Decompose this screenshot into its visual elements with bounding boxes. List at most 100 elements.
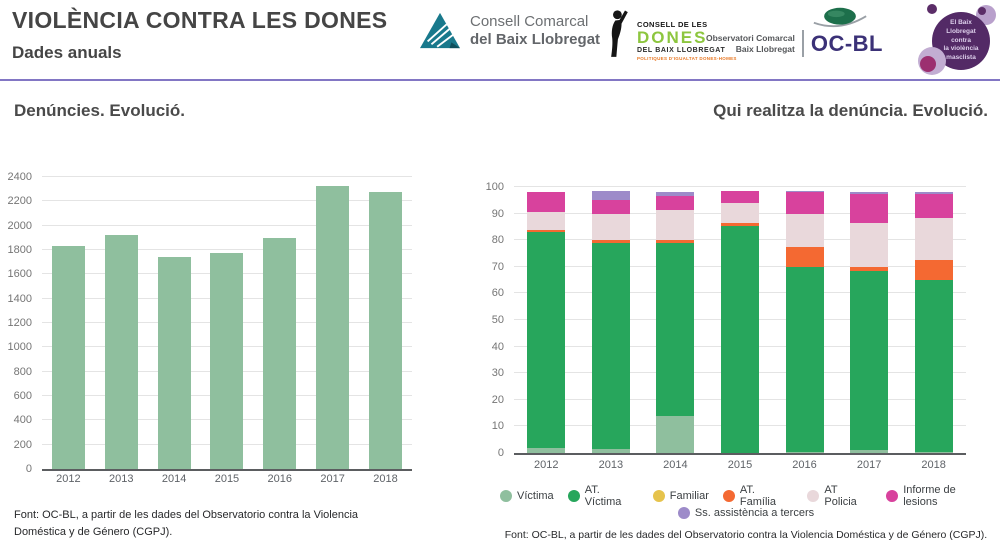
segment-at-policia[interactable] — [527, 212, 566, 230]
x-tick-label: 2018 — [373, 473, 398, 485]
legend-item-informe-de-lesions[interactable]: Informe de lesions — [886, 484, 992, 508]
segment-at-policia[interactable] — [656, 209, 695, 241]
legend-swatch — [807, 490, 820, 502]
campaign-line3: contra — [951, 36, 971, 44]
y-tick-label: 2000 — [7, 219, 32, 232]
bar-2014[interactable] — [157, 256, 191, 469]
x-tick-label: 2017 — [320, 473, 345, 485]
segment-at-fam-lia[interactable] — [656, 240, 695, 243]
y-tick-label: 90 — [491, 207, 504, 220]
stacked-bar-2013[interactable] — [591, 187, 630, 453]
segment-at-v-ctima[interactable] — [785, 266, 824, 452]
legend-label: AT Policia — [824, 484, 857, 508]
logo-cc-text: Consell Comarcal del Baix Llobregat — [470, 13, 600, 49]
campaign-line1: El Baix — [950, 19, 972, 27]
gridline — [514, 186, 966, 187]
segment-ss-assist-ncia-a-tercers[interactable] — [785, 191, 824, 193]
segment-informe-de-lesions[interactable] — [591, 200, 630, 214]
legend-item-at-policia[interactable]: AT Policia — [807, 484, 872, 508]
y-tick-label: 0 — [497, 447, 504, 459]
stacked-bar-2014[interactable] — [656, 187, 695, 453]
gridline — [42, 224, 412, 226]
segment-informe-de-lesions[interactable] — [656, 196, 695, 210]
segment-v-ctima[interactable] — [591, 449, 630, 453]
x-tick-label: 2013 — [109, 473, 134, 485]
ocbl-ellipse-icon — [813, 7, 867, 28]
segment-at-fam-lia[interactable] — [527, 229, 566, 233]
legend-item-familiar[interactable]: Familiar — [652, 490, 709, 502]
segment-informe-de-lesions[interactable] — [720, 191, 759, 203]
segment-informe-de-lesions[interactable] — [527, 192, 566, 213]
y-tick-label: 2200 — [7, 195, 32, 208]
segment-at-fam-lia[interactable] — [591, 240, 630, 243]
right-chart-y-axis: 0 10 20 30 40 50 60 70 80 90 100 — [480, 181, 508, 459]
segment-v-ctima[interactable] — [527, 447, 566, 453]
bar-2013[interactable] — [104, 235, 138, 469]
stacked-bar-2017[interactable] — [850, 187, 889, 453]
segment-at-v-ctima[interactable] — [720, 225, 759, 453]
bar-2015[interactable] — [210, 253, 244, 469]
legend-label: Informe de lesions — [903, 484, 956, 508]
segment-v-ctima[interactable] — [656, 415, 695, 453]
stacked-bar-2018[interactable] — [914, 187, 953, 453]
gridline — [42, 176, 412, 177]
legend-swatch — [677, 507, 690, 519]
bar-2012[interactable] — [51, 246, 85, 469]
legend-item-ss-assist-ncia-a-tercers[interactable]: Ss. assistència a tercers — [677, 507, 814, 519]
segment-ss-assist-ncia-a-tercers[interactable] — [914, 192, 953, 194]
legend-item-at-fam-lia[interactable]: AT. Família — [722, 484, 793, 508]
segment-at-policia[interactable] — [914, 217, 953, 261]
stacked-bar-2012[interactable] — [527, 187, 566, 453]
legend-item-v-ctima[interactable]: Víctima — [500, 490, 554, 502]
y-tick-label: 400 — [13, 414, 32, 427]
segment-at-policia[interactable] — [785, 213, 824, 247]
segment-at-fam-lia[interactable] — [914, 260, 953, 281]
segment-ss-assist-ncia-a-tercers[interactable] — [850, 192, 889, 194]
legend-swatch — [886, 490, 899, 502]
segment-informe-de-lesions[interactable] — [914, 193, 953, 218]
legend-swatch — [652, 490, 665, 502]
legend-item-at-v-ctima[interactable]: AT. Víctima — [567, 484, 639, 508]
segment-at-policia[interactable] — [591, 213, 630, 241]
segment-at-v-ctima[interactable] — [656, 242, 695, 416]
segment-at-v-ctima[interactable] — [527, 232, 566, 448]
stacked-bar-2015[interactable] — [720, 187, 759, 453]
segment-at-fam-lia[interactable] — [785, 246, 824, 267]
segment-at-v-ctima[interactable] — [591, 242, 630, 450]
segment-v-ctima[interactable] — [850, 450, 889, 453]
segment-at-v-ctima[interactable] — [914, 280, 953, 452]
segment-v-ctima[interactable] — [785, 451, 824, 453]
segment-informe-de-lesions[interactable] — [785, 192, 824, 214]
segment-informe-de-lesions[interactable] — [850, 193, 889, 223]
x-tick-label: 2016 — [267, 473, 293, 485]
logo-dones-text: CONSELL DE LES DONES DEL BAIX LLOBREGAT … — [637, 8, 737, 61]
segment-at-fam-lia[interactable] — [850, 266, 889, 271]
right-chart-title: Qui realitza la denúncia. Evolució. — [713, 101, 988, 120]
gridline — [42, 200, 412, 202]
bar-2016[interactable] — [263, 237, 297, 469]
segment-ss-assist-ncia-a-tercers[interactable] — [591, 191, 630, 201]
x-tick-label: 2014 — [663, 459, 688, 471]
segment-at-fam-lia[interactable] — [720, 222, 759, 226]
logo-oc-line2: Baix Llobregat — [735, 43, 795, 54]
x-tick-label: 2018 — [921, 459, 946, 471]
x-tick-label: 2012 — [56, 473, 81, 485]
y-tick-label: 40 — [491, 340, 504, 353]
segment-at-policia[interactable] — [720, 202, 759, 223]
left-chart-plot — [42, 176, 412, 471]
bar-2018[interactable] — [368, 191, 402, 469]
segment-at-v-ctima[interactable] — [850, 270, 889, 451]
segment-ss-assist-ncia-a-tercers[interactable] — [656, 192, 695, 197]
bars-container — [514, 187, 966, 453]
bar-2017[interactable] — [316, 185, 350, 469]
y-tick-label: 0 — [25, 463, 32, 475]
segment-v-ctima[interactable] — [914, 451, 953, 453]
legend-label: Víctima — [517, 490, 554, 502]
logo-observatori-ocbl: Observatori Comarcal Baix Llobregat OC-B… — [706, 30, 883, 57]
right-chart-plot — [514, 186, 966, 455]
stacked-bar-2016[interactable] — [785, 187, 824, 453]
campaign-dot-small-icon — [927, 4, 937, 14]
x-tick-label: 2012 — [534, 459, 559, 471]
segment-at-policia[interactable] — [850, 222, 889, 267]
